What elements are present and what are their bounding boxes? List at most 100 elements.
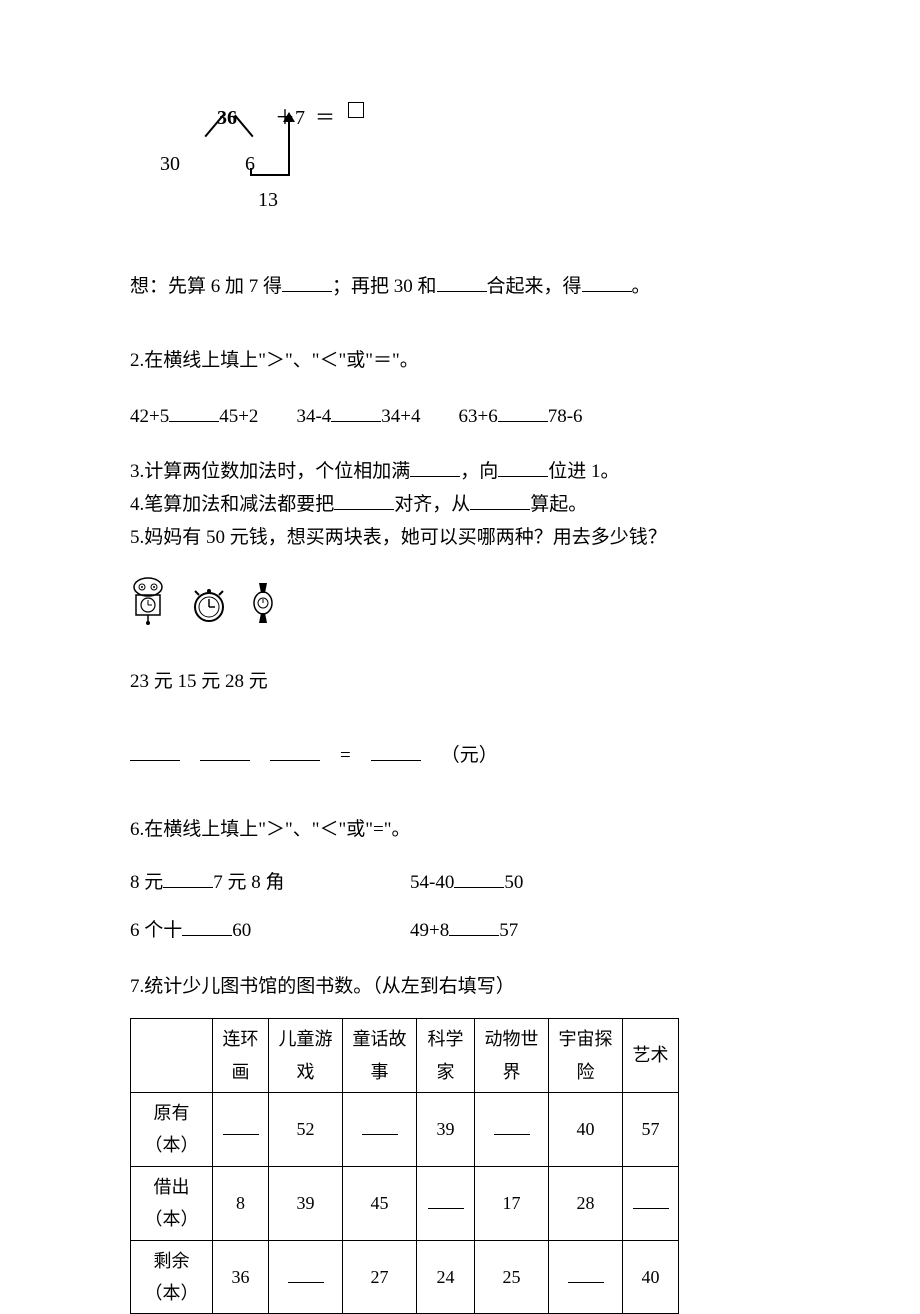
q6-1l: 8 元 [130,872,163,893]
q6-3-blank [182,916,232,936]
table-cell [213,1092,269,1166]
cell-blank [362,1119,398,1135]
table-row: 剩余（本）36 272425 40 [131,1240,679,1314]
q6-2-blank [454,868,504,888]
table-cell: 40 [623,1240,679,1314]
eq-sign: = [340,739,351,773]
q3-a: 3.计算两位数加法时，个位相加满 [130,461,410,482]
q2-2-blank [331,402,381,422]
q4-blank-2 [470,490,530,510]
q6-4r: 57 [499,920,518,941]
table-body: 原有（本）52394057借出（本）839451728剩余（本）36272425… [131,1092,679,1313]
cell-blank [494,1119,530,1135]
q2-3r: 78-6 [548,406,583,427]
table-cell: 24 [417,1240,475,1314]
q1-text: 想：先算 6 加 7 得；再把 30 和合起来，得。 [130,270,790,304]
table-cell: 8 [213,1166,269,1240]
q2-3l: 63+6 [458,406,497,427]
eq-unit: （元） [441,739,498,773]
q1-prefix: 想：先算 6 加 7 得 [130,276,282,297]
q2-2r: 34+4 [381,406,420,427]
q6-title: 6.在横线上填上"＞"、"＜"或"="。 [130,813,790,847]
q6-3l: 6 个十 [130,920,182,941]
q4-text: 4.笔算加法和减法都要把 对齐，从 算起。 [130,490,790,520]
table-cell: 36 [213,1240,269,1314]
q6-4-blank [449,916,499,936]
cell-blank [288,1267,324,1283]
q4-b: 对齐，从 [394,494,470,515]
alarm-clock-icon [191,585,227,625]
th-4: 科学家 [417,1019,475,1093]
cell-blank [223,1119,259,1135]
cell-blank [428,1193,464,1209]
q1-end: 。 [632,276,651,297]
table-cell [549,1240,623,1314]
q1-mid2: 合起来，得 [487,276,582,297]
row-label: 原有（本） [131,1092,213,1166]
cell-blank [568,1267,604,1283]
owl-clock-icon [130,577,166,625]
eq-blank-4 [371,746,421,761]
row-label: 剩余（本） [131,1240,213,1314]
table-cell [475,1092,549,1166]
table-cell: 40 [549,1092,623,1166]
q5-prices: 23 元 15 元 28 元 [130,665,790,699]
q3-text: 3.计算两位数加法时，个位相加满 ，向 位进 1。 [130,457,790,487]
q7-title: 7.统计少儿图书馆的图书数。（从左到右填写） [130,970,790,1004]
table-cell [269,1240,343,1314]
wrist-watch-icon [252,581,274,625]
q4-a: 4.笔算加法和减法都要把 [130,494,334,515]
arrow-line [288,115,290,175]
diagram-6: 6 [245,146,255,182]
q2-title: 2.在横线上填上"＞"、"＜"或"＝"。 [130,344,790,378]
table-header-row: 连环画 儿童游戏 童话故事 科学家 动物世界 宇宙探险 艺术 [131,1019,679,1093]
table-cell [623,1166,679,1240]
th-3: 童话故事 [343,1019,417,1093]
th-6: 宇宙探险 [549,1019,623,1093]
table-cell [343,1092,417,1166]
th-7: 艺术 [623,1019,679,1093]
diagram-30: 30 [160,146,180,182]
table-cell: 17 [475,1166,549,1240]
q3-blank-2 [498,457,548,477]
q3-b: ，向 [460,461,498,482]
diagram-13: 13 [258,182,278,218]
q2-1l: 42+5 [130,406,169,427]
table-cell: 25 [475,1240,549,1314]
q1-blank-2 [437,272,487,292]
table-cell: 27 [343,1240,417,1314]
q2-items: 42+5 45+2 34-4 34+4 63+6 78-6 [130,400,790,434]
q6-row-2: 6 个十60 49+857 [130,914,790,948]
q3-blank-1 [410,457,460,477]
q1-blank-3 [582,272,632,292]
bracket-bottom [250,174,290,176]
q2-3-blank [498,402,548,422]
table-cell: 28 [549,1166,623,1240]
q6-row-1: 8 元7 元 8 角 54-4050 [130,866,790,900]
q3-c: 位进 1。 [548,461,619,482]
eq-blank-2 [200,746,250,761]
diagram-eq: ＝ [315,100,335,136]
th-0 [131,1019,213,1093]
q2-1-blank [169,402,219,422]
eq-blank-3 [270,746,320,761]
clocks-row [130,577,790,625]
th-1: 连环画 [213,1019,269,1093]
table-row: 原有（本）52394057 [131,1092,679,1166]
q6-2l: 54-40 [410,872,454,893]
arrow-head-icon [283,112,295,122]
table-cell: 57 [623,1092,679,1166]
library-table: 连环画 儿童游戏 童话故事 科学家 动物世界 宇宙探险 艺术 原有（本）5239… [130,1018,679,1314]
q6-3r: 60 [232,920,251,941]
q5-title: 5.妈妈有 50 元钱，想买两块表，她可以买哪两种？用去多少钱？ [130,524,790,553]
table-cell [417,1166,475,1240]
q4-blank-1 [334,490,394,510]
q5-equation: = （元） [130,739,790,773]
q4-c: 算起。 [530,494,587,515]
diagram-line-right [234,115,253,137]
q2-1r: 45+2 [219,406,258,427]
table-row: 借出（本）839451728 [131,1166,679,1240]
table-cell: 52 [269,1092,343,1166]
q2-2l: 34-4 [296,406,331,427]
diagram-box [348,102,364,118]
